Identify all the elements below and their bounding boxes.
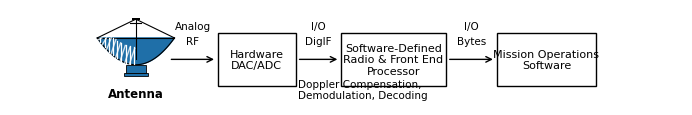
Bar	[218, 33, 295, 86]
Polygon shape	[97, 39, 174, 65]
Text: Hardware
DAC/ADC: Hardware DAC/ADC	[230, 49, 284, 71]
Text: RF: RF	[186, 37, 199, 47]
Text: Mission Operations
Software: Mission Operations Software	[493, 49, 599, 71]
Text: Analog: Analog	[174, 22, 211, 32]
Bar	[341, 33, 446, 86]
Bar	[124, 73, 148, 77]
Bar	[126, 65, 146, 73]
Text: I/O: I/O	[311, 22, 326, 32]
Text: Doppler Compensation,
Demodulation, Decoding: Doppler Compensation, Demodulation, Deco…	[298, 79, 428, 101]
Text: Software-Defined
Radio & Front End
Processor: Software-Defined Radio & Front End Proce…	[343, 43, 444, 76]
Text: DigIF: DigIF	[305, 37, 332, 47]
Bar	[132, 19, 140, 21]
Text: I/O: I/O	[464, 22, 479, 32]
Text: Bytes: Bytes	[457, 37, 486, 47]
Bar	[497, 33, 596, 86]
Text: Antenna: Antenna	[108, 87, 164, 100]
